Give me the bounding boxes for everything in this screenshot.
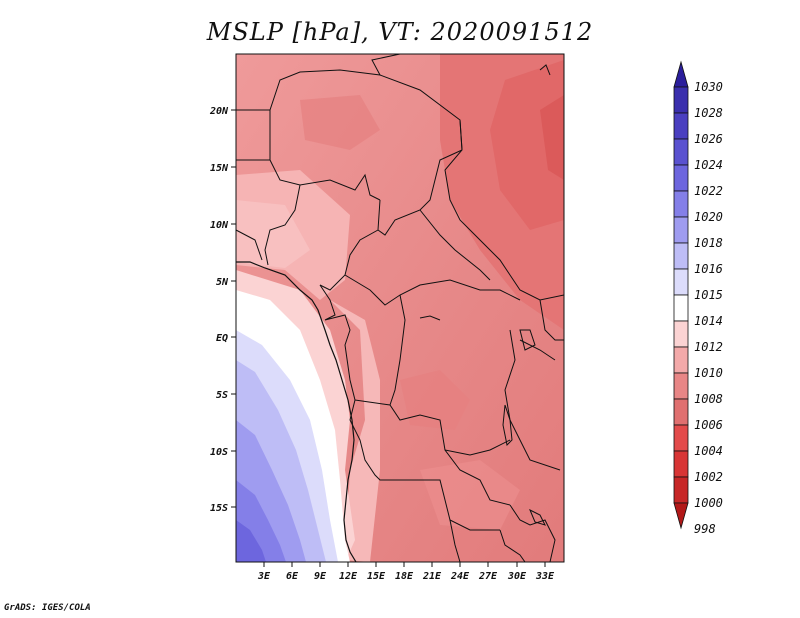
credit-label: GrADS: IGES/COLA (4, 603, 91, 613)
lat-label: 20N (209, 106, 229, 117)
colorbar-label: 1002 (694, 470, 723, 484)
colorbar-swatch (673, 86, 689, 114)
colorbar-swatch (673, 164, 689, 192)
colorbar-label: 1015 (694, 288, 723, 302)
lat-label: 15N (210, 163, 229, 174)
colorbar-swatch (673, 138, 689, 166)
colorbar-label: 1030 (694, 80, 723, 94)
lon-label: 12E (339, 571, 358, 582)
lat-label: EQ (216, 333, 228, 344)
lon-label: 15E (367, 571, 386, 582)
colorbar-swatch (673, 346, 689, 374)
colorbar-label: 1028 (694, 106, 723, 120)
lon-label: 33E (535, 571, 555, 582)
colorbar-label: 1020 (694, 210, 723, 224)
pressure-field (236, 54, 564, 562)
ne-deep-low (490, 60, 564, 230)
lon-label: 6E (286, 571, 299, 582)
colorbar-label: 1004 (694, 444, 723, 458)
lat-label: 10S (210, 447, 228, 458)
colorbar-swatch (673, 398, 689, 426)
colorbar-swatch (673, 268, 689, 296)
ne-deepest-low (540, 95, 564, 180)
lat-label: 5S (216, 390, 228, 401)
lakes (419, 64, 551, 526)
colorbar-swatch (673, 450, 689, 478)
colorbar-top-arrow (673, 60, 689, 88)
colorbar-swatch (673, 424, 689, 452)
colorbar-label: 1022 (694, 184, 723, 198)
colorbar-label: 1026 (694, 132, 723, 146)
colorbar-swatch (673, 216, 689, 244)
colorbar-label: 1016 (694, 262, 723, 276)
ocean-1022 (236, 520, 266, 562)
colorbar-swatch (673, 294, 689, 322)
colorbar-swatch (673, 372, 689, 400)
lat-label: 15S (210, 503, 228, 514)
lon-label: 9E (314, 571, 327, 582)
map-title: MSLP [hPa], VT: 2020091512 (206, 18, 594, 46)
lon-label: 21E (422, 571, 442, 582)
colorbar-label: 1006 (694, 418, 723, 432)
lat-axis: 20N 15N 10N 5N EQ 5S 10S 15S (209, 106, 236, 514)
colorbar-label: 1000 (694, 496, 723, 510)
coastal-band (330, 300, 380, 562)
map-frame (235, 53, 565, 563)
colorbar-swatch (673, 320, 689, 348)
lon-label: 30E (507, 571, 527, 582)
lon-label: 24E (450, 571, 470, 582)
colorbar-swatch (673, 476, 689, 504)
colorbar-bottom-arrow (673, 502, 689, 530)
colorbar-label: 1018 (694, 236, 723, 250)
colorbar-label: 1008 (694, 392, 723, 406)
colorbar: 1030 1028 1026 1024 1022 1020 1018 1016 1015 1014… (673, 60, 723, 536)
colorbar-label: 998 (694, 522, 716, 536)
lon-axis: 3E 6E 9E 12E 15E 18E 21E 24E 27E 30E 33E (257, 562, 555, 582)
colorbar-swatch (673, 242, 689, 270)
colorbar-swatch (673, 112, 689, 140)
coastline (236, 261, 357, 562)
lon-label: 27E (478, 571, 498, 582)
country-borders (236, 54, 564, 562)
colorbar-swatch (673, 190, 689, 218)
colorbar-label: 1010 (694, 366, 723, 380)
colorbar-label: 1024 (694, 158, 723, 172)
colorbar-label: 1012 (694, 340, 723, 354)
lat-label: 10N (210, 220, 229, 231)
lon-label: 3E (257, 571, 271, 582)
lon-label: 18E (395, 571, 414, 582)
lat-label: 5N (216, 277, 229, 288)
south-patch (420, 460, 520, 530)
west-coast-zone (236, 200, 310, 268)
congo-patch (400, 370, 470, 430)
sahara-patch (300, 95, 380, 150)
colorbar-label: 1014 (694, 314, 723, 328)
